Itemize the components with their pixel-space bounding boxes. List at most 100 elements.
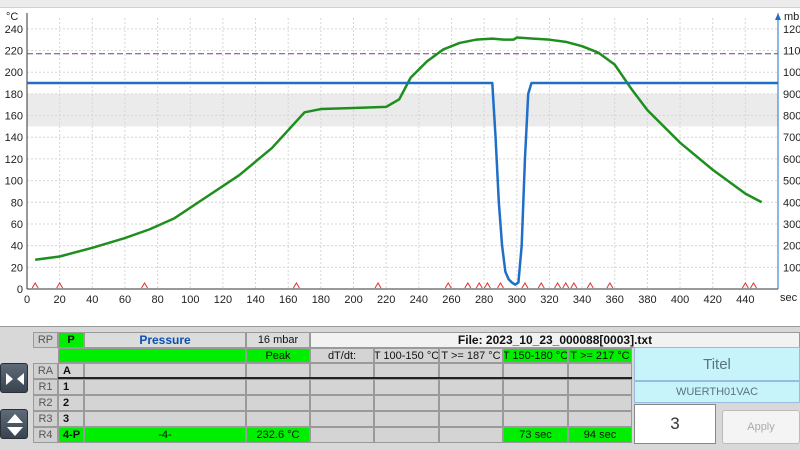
- row-t217: 94 sec: [568, 427, 632, 443]
- row-cell: [246, 411, 310, 427]
- x-tick-label: 220: [377, 294, 395, 306]
- row-value: [84, 379, 246, 395]
- x-tick-label: 0: [24, 294, 30, 306]
- left-tick-label: 140: [5, 132, 23, 144]
- row-name[interactable]: 1: [58, 379, 84, 395]
- event-marker: [292, 282, 300, 289]
- nav-left-right-button[interactable]: [0, 363, 28, 393]
- row-cell: [568, 411, 632, 427]
- x-tick-label: 280: [475, 294, 493, 306]
- left-tick-label: 20: [11, 262, 23, 274]
- x-unit-label: sec: [780, 292, 798, 304]
- left-tick-label: 40: [11, 241, 23, 253]
- row-cell: [503, 395, 568, 411]
- x-tick-label: 80: [151, 294, 163, 306]
- x-tick-label: 420: [704, 294, 722, 306]
- row-name[interactable]: 4-P: [58, 427, 84, 443]
- event-marker: [31, 282, 39, 289]
- left-tick-label: 100: [5, 176, 23, 188]
- t150-180-header: T 150-180 °C: [503, 348, 568, 363]
- row-cell: [310, 379, 374, 395]
- x-tick-label: 160: [279, 294, 297, 306]
- left-tick-label: 240: [5, 24, 23, 36]
- event-marker: [374, 282, 382, 289]
- event-marker: [537, 282, 545, 289]
- row-name[interactable]: 2: [58, 395, 84, 411]
- x-tick-label: 320: [540, 294, 558, 306]
- x-tick-label: 260: [442, 294, 460, 306]
- right-tick-label: 400: [783, 197, 800, 209]
- left-tick-label: 200: [5, 67, 23, 79]
- row-cell: [439, 395, 503, 411]
- row-value: [84, 411, 246, 427]
- right-tick-label: 800: [783, 111, 800, 123]
- up-down-arrows-icon: [7, 414, 23, 436]
- row-cell: [374, 395, 439, 411]
- row-cell: [503, 379, 568, 395]
- x-tick-label: 40: [86, 294, 98, 306]
- row-cell: [439, 379, 503, 395]
- event-marker: [521, 282, 529, 289]
- row-cell: [310, 395, 374, 411]
- row-cell: [503, 411, 568, 427]
- left-tick-label: 120: [5, 154, 23, 166]
- row-label: R3: [33, 411, 58, 427]
- row-cell: [568, 379, 632, 395]
- mbar-value: 16 mbar: [246, 332, 310, 348]
- event-marker: [444, 282, 452, 289]
- event-marker: [475, 282, 483, 289]
- row-cell: [374, 411, 439, 427]
- nav-up-down-button[interactable]: [0, 409, 28, 439]
- left-unit-label: °C: [6, 11, 18, 23]
- right-tick-label: 200: [783, 241, 800, 253]
- shaded-band: [27, 93, 778, 127]
- row-cell: [568, 395, 632, 411]
- row-label: R2: [33, 395, 58, 411]
- p-toggle[interactable]: P: [58, 332, 84, 348]
- number-field[interactable]: 3: [634, 404, 716, 444]
- pressure-bar: [58, 348, 246, 363]
- event-marker: [570, 282, 578, 289]
- x-tick-label: 60: [119, 294, 131, 306]
- left-tick-label: 160: [5, 111, 23, 123]
- row-cell: [246, 379, 310, 395]
- right-axis-arrow: [775, 13, 781, 20]
- right-tick-label: 1000: [783, 67, 800, 79]
- left-tick-label: 180: [5, 89, 23, 101]
- left-tick-label: 80: [11, 197, 23, 209]
- x-tick-label: 140: [246, 294, 264, 306]
- row-value: [84, 395, 246, 411]
- right-tick-label: 600: [783, 154, 800, 166]
- event-marker: [750, 282, 757, 289]
- device-field[interactable]: WUERTH01VAC: [634, 381, 800, 403]
- series-line-0: [34, 36, 763, 261]
- profile-chart: 0 20 40 60 80 100 120 140 160 180 200 220 240 100 200 3…: [0, 8, 800, 326]
- peak-header: Peak: [246, 348, 310, 363]
- event-marker: [56, 282, 64, 289]
- t187-header: T >= 187 °C: [439, 348, 503, 363]
- row-cell: [439, 411, 503, 427]
- x-tick-label: 400: [671, 294, 689, 306]
- top-strip: [0, 0, 800, 8]
- row-value: -4-: [84, 427, 246, 443]
- file-name: File: 2023_10_23_000088[0003].txt: [310, 332, 800, 348]
- right-tick-label: 500: [783, 176, 800, 188]
- event-marker: [586, 282, 594, 289]
- x-tick-label: 120: [214, 294, 232, 306]
- apply-button[interactable]: Apply: [722, 410, 800, 444]
- row-cell: [246, 395, 310, 411]
- row-t150-180: 73 sec: [503, 427, 568, 443]
- event-marker: [741, 282, 749, 289]
- t217-header: T >= 217 °C: [568, 348, 632, 363]
- row-name[interactable]: 3: [58, 411, 84, 427]
- row-cell: [374, 427, 439, 443]
- row-cell: [374, 379, 439, 395]
- right-tick-label: 100: [783, 262, 800, 274]
- row-cell: [310, 427, 374, 443]
- series-line-1: [27, 81, 778, 286]
- title-field[interactable]: Titel: [634, 347, 800, 381]
- x-tick-label: 240: [410, 294, 428, 306]
- x-tick-label: 380: [638, 294, 656, 306]
- x-tick-label: 360: [606, 294, 624, 306]
